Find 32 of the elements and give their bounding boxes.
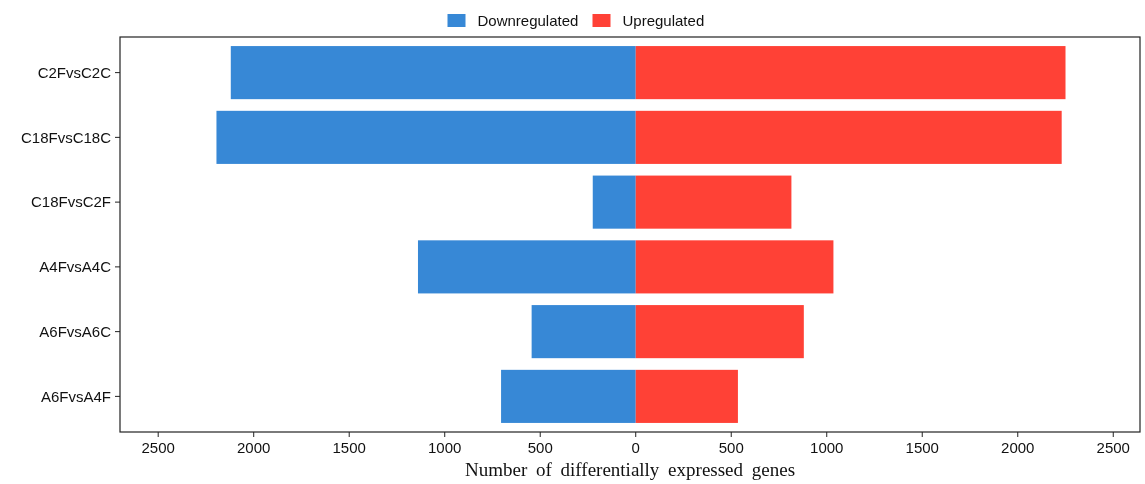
bar (635, 110, 1062, 164)
x-tick-label: 0 (631, 439, 640, 456)
legend-label: Downregulated (477, 12, 579, 30)
y-tick-label: C18FvsC18C (20, 128, 112, 146)
bar (635, 305, 804, 359)
x-tick-label: 1000 (810, 439, 844, 456)
x-tick-label: 2000 (1001, 439, 1035, 456)
bar (635, 240, 834, 294)
x-tick-label: 1500 (905, 439, 939, 456)
bar (592, 175, 636, 229)
x-tick-label: 1000 (428, 439, 462, 456)
bar (635, 46, 1066, 100)
legend-label: Upregulated (622, 12, 705, 30)
y-tick-label: A6FvsA6C (39, 322, 112, 340)
x-axis-title: Number of differentially expressed genes (464, 459, 796, 480)
x-tick-label: 2000 (237, 439, 271, 456)
x-tick-label: 2500 (141, 439, 175, 456)
bar (417, 240, 636, 294)
x-tick-label: 1500 (332, 439, 366, 456)
bar (216, 110, 636, 164)
y-tick-label: C18FvsC2F (30, 193, 111, 211)
x-tick-label: 2500 (1096, 439, 1130, 456)
bar (635, 175, 792, 229)
bar (635, 369, 738, 423)
y-tick-label: C2FvsC2C (37, 63, 112, 81)
bar (230, 46, 636, 100)
y-tick-label: A6FvsA4F (40, 387, 111, 405)
x-tick-label: 500 (527, 439, 553, 456)
bar (501, 369, 636, 423)
y-tick-label: A4FvsA4C (39, 258, 112, 276)
bar (531, 305, 636, 359)
x-tick-label: 500 (718, 439, 744, 456)
